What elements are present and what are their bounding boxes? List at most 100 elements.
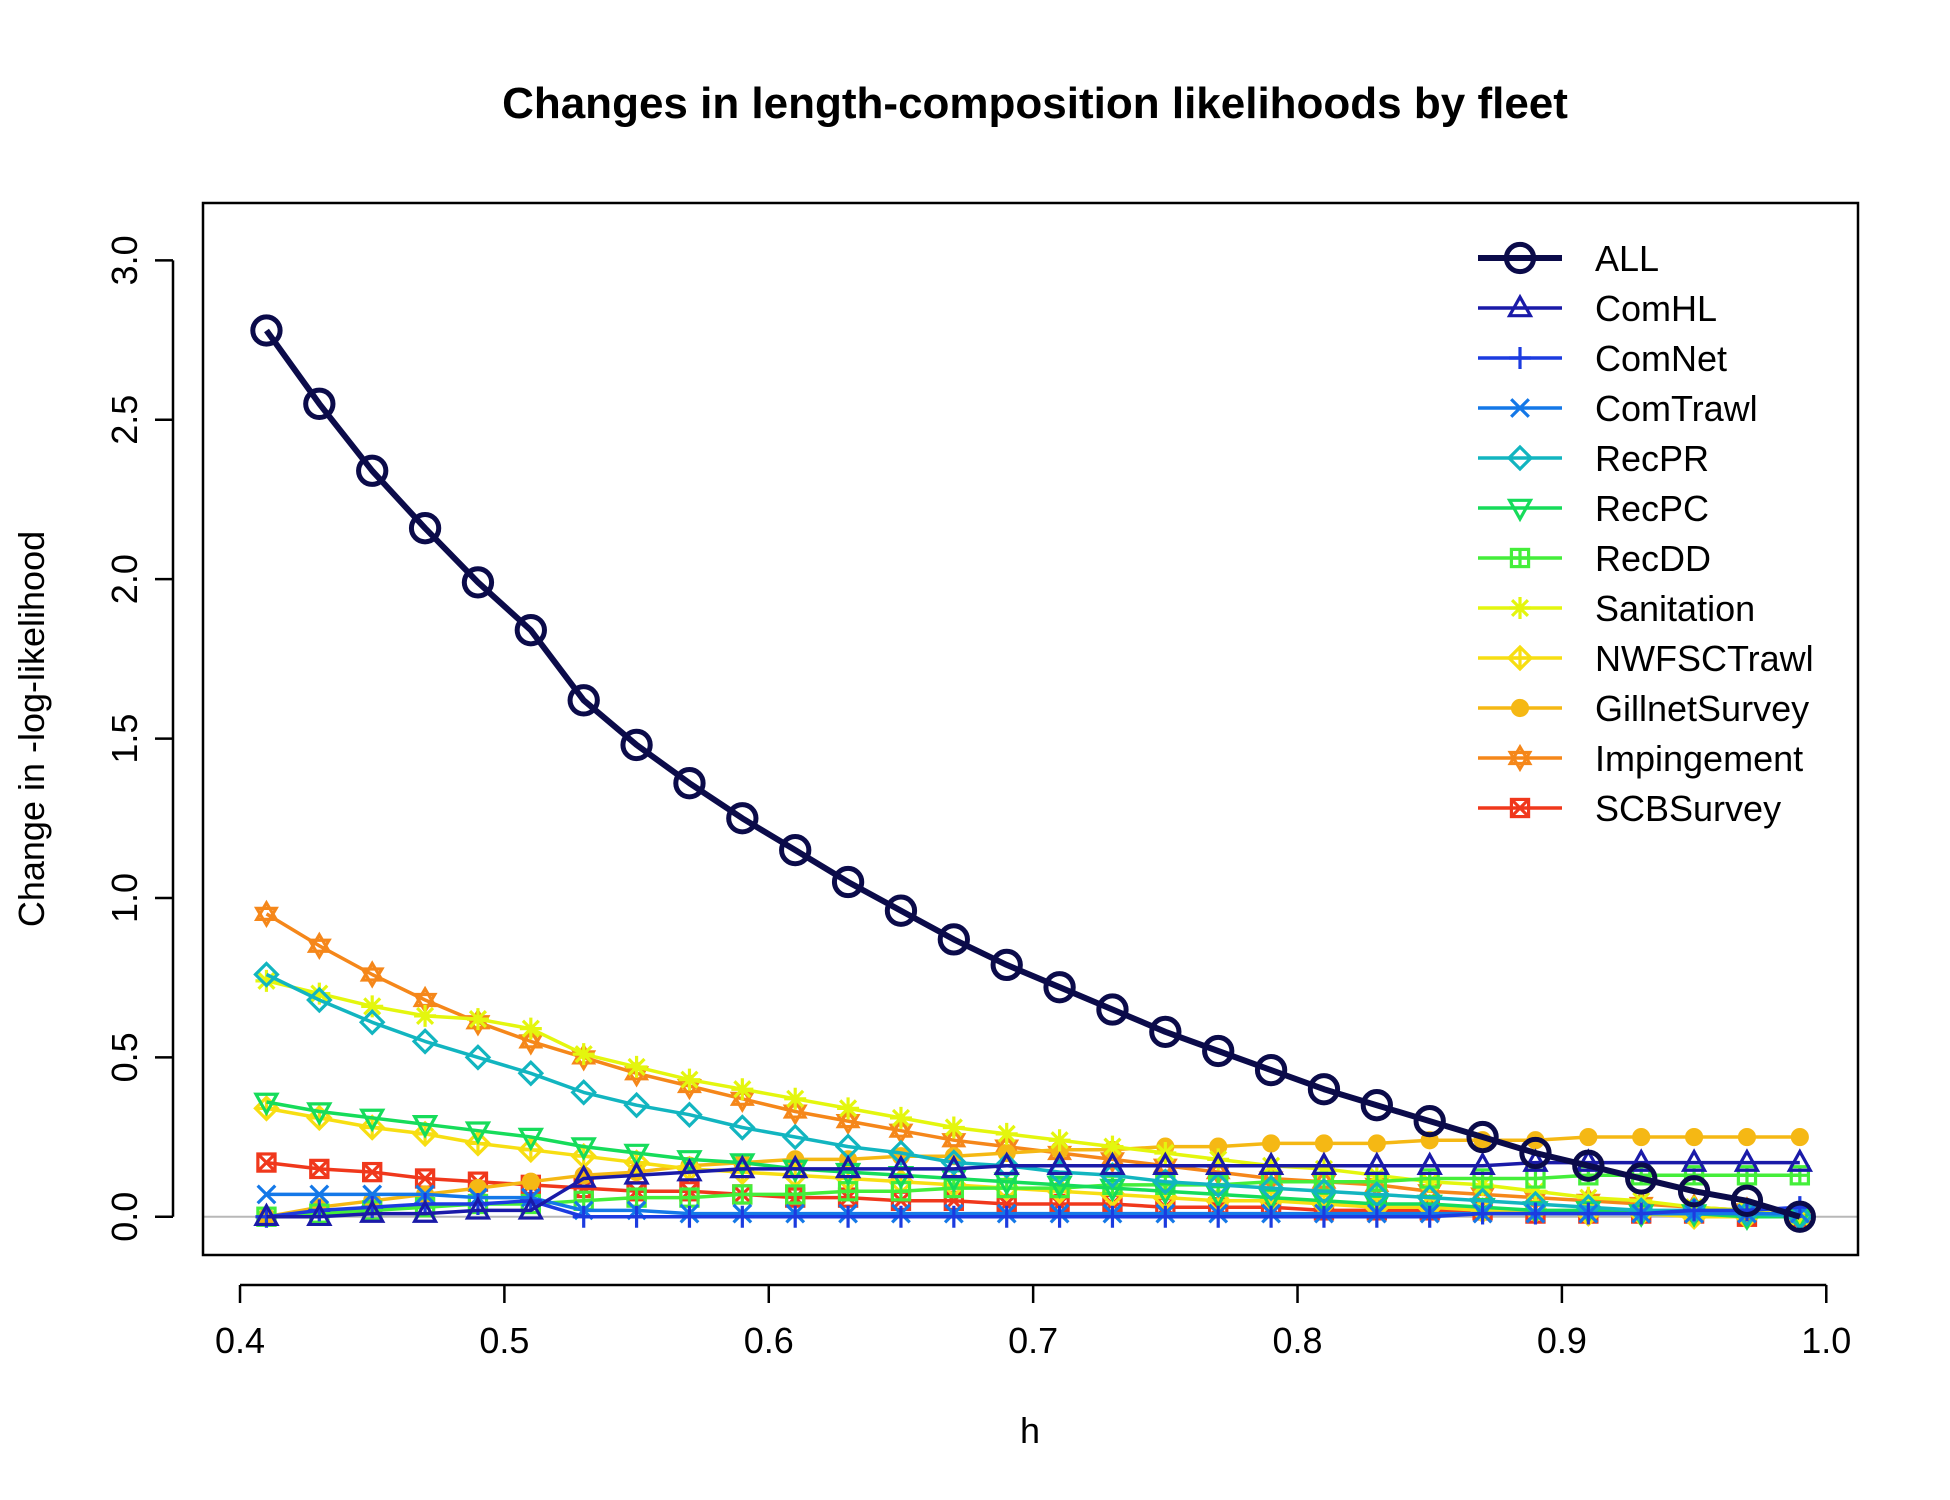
point-marker [361,995,384,1018]
series-line-recpr [265,972,1800,1219]
point-marker [889,1205,912,1228]
point-marker [1099,1162,1126,1189]
point-marker [1509,347,1531,369]
axes-layer: 0.4 0.5 0.6 0.7 0.8 0.9 1.0 0.0 0.5 1.0 1.5 2.0 2.5 3… [104,235,1851,1361]
point-marker [1310,1177,1338,1205]
point-marker [1577,1202,1600,1225]
point-marker [253,961,280,988]
point-marker [1207,1205,1230,1228]
point-marker [837,1205,860,1228]
point-marker [623,1091,650,1119]
series-line-recpc [266,1100,1800,1219]
point-marker [303,387,336,420]
point-marker [1149,1015,1182,1048]
point-marker [625,1055,648,1078]
point-marker [887,1154,915,1179]
point-marker [1575,1148,1602,1172]
point-marker [1205,1151,1232,1176]
point-marker [782,1154,809,1179]
chart-title: Changes in length-composition likelihood… [502,79,1568,128]
point-marker [1205,1185,1232,1209]
legend-label: ComNet [1595,338,1727,379]
point-marker [837,1097,860,1120]
point-marker [1509,647,1531,669]
point-marker [627,1189,646,1207]
legend-label: ComHL [1595,288,1717,329]
series-line-impingement [265,912,1801,1219]
point-marker [676,1101,703,1128]
legend-label: RecPR [1595,438,1709,479]
point-marker [1257,1151,1285,1176]
point-marker [1632,1127,1651,1147]
point-marker [1509,597,1531,619]
point-marker [1207,1148,1230,1171]
plot-frame [201,201,1860,1257]
point-marker [1260,1205,1283,1228]
point-marker [309,1158,330,1180]
point-marker [256,1152,277,1173]
point-marker [521,1172,540,1191]
point-marker [1101,1205,1124,1228]
legend-label: NWFSCTrawl [1595,638,1814,679]
x-tick-label: 0.6 [744,1320,794,1361]
point-marker [1202,1034,1235,1068]
point-marker [835,1106,861,1129]
legend-label: SCBSurvey [1595,788,1781,829]
point-marker [1152,1151,1179,1176]
point-marker [729,1154,756,1179]
point-marker [255,969,278,992]
legend-label: ALL [1595,238,1659,279]
point-marker [1048,1129,1071,1152]
point-marker [1511,549,1529,567]
point-marker [464,1044,492,1071]
point-marker [572,1205,595,1228]
point-marker [1630,1202,1653,1225]
point-marker [517,1127,545,1152]
point-marker [1043,971,1076,1004]
point-marker [1466,1120,1499,1154]
point-marker [309,1159,330,1179]
point-marker [884,894,918,927]
point-marker [831,865,865,899]
point-marker [1365,1205,1388,1228]
point-marker [1507,743,1533,766]
point-marker [623,1161,650,1185]
point-marker [253,899,279,921]
point-marker [779,833,812,867]
point-marker [781,1123,809,1151]
legend-label: GillnetSurvey [1595,688,1809,729]
point-marker [1526,1169,1545,1188]
point-marker [1510,698,1530,718]
legend-label: RecDD [1595,538,1711,579]
series-all [250,314,1816,1233]
point-marker [1625,1162,1658,1195]
point-marker [256,1184,277,1205]
point-marker [782,1097,808,1119]
point-marker [1572,1149,1605,1182]
point-marker [464,1121,492,1145]
legend-label: RecPC [1595,488,1709,529]
point-marker [362,1161,383,1183]
point-marker [993,1151,1020,1176]
point-marker [358,1009,386,1036]
legend-item-comhl: ComHL [1478,288,1717,329]
point-marker [993,1152,1020,1180]
legend-item-recpc: RecPC [1478,488,1709,529]
point-marker [253,1202,280,1227]
point-marker [1254,1053,1288,1087]
point-marker [1363,1151,1391,1176]
point-marker [995,1205,1018,1228]
point-marker [1360,1089,1393,1122]
point-marker [1524,1202,1547,1225]
point-marker [1680,1148,1708,1172]
point-marker [1046,1175,1073,1200]
x-axis-label: h [1020,1410,1040,1451]
point-marker [1685,1127,1704,1147]
point-marker [1507,750,1533,773]
point-marker [1506,293,1534,318]
legend-label: ComTrawl [1595,388,1758,429]
point-marker [940,1149,968,1176]
point-marker [572,1043,595,1066]
legend-item-scbsurvey: SCBSurvey [1478,788,1781,829]
